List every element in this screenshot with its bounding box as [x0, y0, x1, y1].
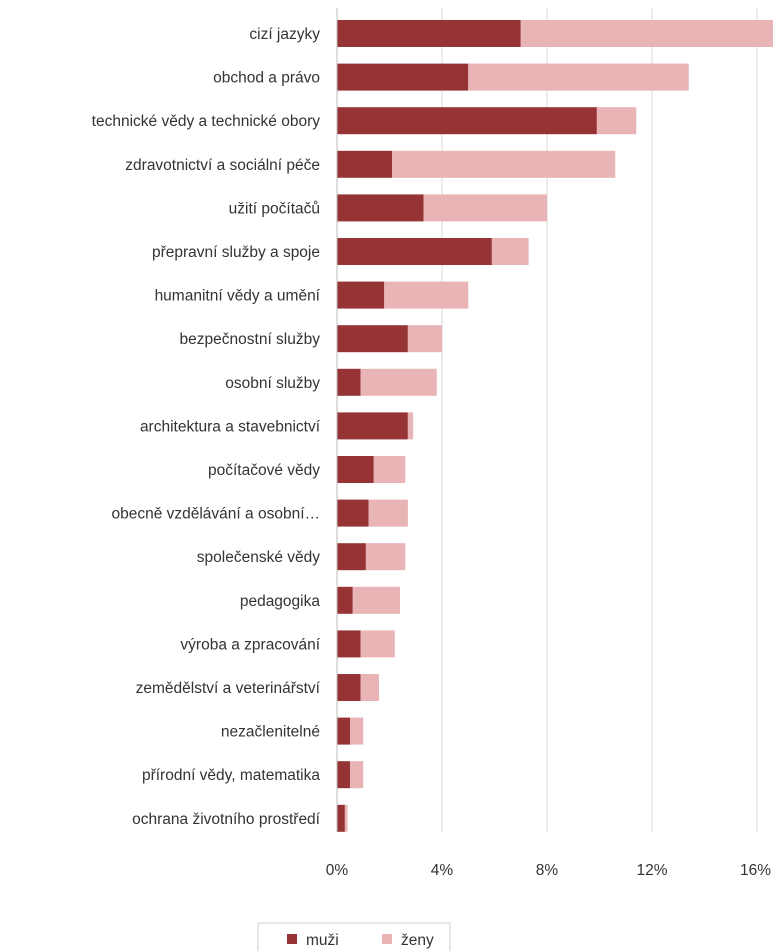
- x-tick-labels: 0% 4% 8% 12% 16%: [326, 862, 771, 879]
- bar-muzi-18: [337, 804, 345, 832]
- bar-muzi-1: [337, 63, 469, 91]
- bar-muzi-6: [337, 281, 385, 309]
- bar-muzi-10: [337, 456, 374, 483]
- bar-zeny-9: [407, 412, 414, 440]
- category-label: architektura a stavebnictví: [140, 418, 321, 435]
- bar-zeny-0: [520, 20, 773, 47]
- bar-muzi-3: [337, 150, 393, 178]
- bar-zeny-8: [360, 368, 437, 396]
- bar-muzi-13: [337, 586, 353, 614]
- category-label: ochrana životního prostředí: [132, 811, 321, 828]
- category-label: zemědělství a veterinářství: [136, 680, 321, 697]
- bar-zeny-1: [468, 63, 689, 91]
- category-label: technické vědy a technické obory: [92, 113, 321, 130]
- bar-muzi-5: [337, 238, 492, 265]
- legend-swatch-zeny: [382, 934, 392, 944]
- bar-muzi-7: [337, 325, 408, 353]
- bar-muzi-11: [337, 499, 369, 527]
- category-label: přírodní vědy, matematika: [142, 767, 320, 784]
- bars: [337, 20, 773, 832]
- bar-muzi-9: [337, 412, 408, 440]
- bar-zeny-12: [365, 543, 406, 571]
- x-tick-label: 4%: [431, 862, 454, 879]
- category-label: cizí jazyky: [249, 26, 320, 43]
- bar-muzi-16: [337, 717, 351, 745]
- bar-zeny-5: [491, 238, 529, 265]
- category-label: obecně vzdělávání a osobní…: [111, 506, 320, 523]
- bar-muzi-15: [337, 674, 361, 701]
- category-label: přepravní služby a spoje: [152, 244, 320, 261]
- bar-zeny-17: [350, 761, 364, 789]
- legend-label-zeny: ženy: [401, 932, 434, 949]
- bar-muzi-17: [337, 761, 351, 789]
- legend-label-muzi: muži: [306, 932, 339, 949]
- bar-zeny-10: [373, 456, 406, 483]
- gridlines: [441, 8, 758, 832]
- x-tick-label: 0%: [326, 862, 349, 879]
- legend: muži ženy: [257, 922, 451, 951]
- x-tick-label: 8%: [536, 862, 559, 879]
- category-label: společenské vědy: [197, 549, 320, 566]
- category-label: humanitní vědy a umění: [155, 288, 321, 305]
- bar-muzi-12: [337, 543, 366, 571]
- x-tick-label: 12%: [636, 862, 667, 879]
- bar-zeny-18: [344, 804, 348, 832]
- category-labels: cizí jazyky obchod a právo technické vědy …: [92, 26, 321, 828]
- category-label: zdravotnictví a sociální péče: [125, 157, 320, 174]
- legend-swatch-muzi: [287, 934, 297, 944]
- category-label: nezačlenitelné: [221, 724, 320, 741]
- bar-zeny-4: [423, 194, 547, 222]
- bar-zeny-3: [392, 150, 616, 178]
- bar-muzi-0: [337, 20, 521, 47]
- category-label: pedagogika: [240, 593, 321, 610]
- bar-zeny-7: [407, 325, 442, 353]
- x-tick-label: 16%: [740, 862, 771, 879]
- bar-zeny-11: [368, 499, 408, 527]
- bar-zeny-16: [350, 717, 364, 745]
- bar-zeny-13: [352, 586, 400, 614]
- category-label: osobní služby: [225, 375, 320, 392]
- bar-zeny-2: [596, 107, 637, 135]
- bar-muzi-2: [337, 107, 597, 135]
- category-label: výroba a zpracování: [180, 636, 320, 653]
- bar-muzi-14: [337, 630, 361, 658]
- bar-muzi-8: [337, 368, 361, 396]
- bar-zeny-6: [384, 281, 469, 309]
- bar-zeny-14: [360, 630, 395, 658]
- category-label: počítačové vědy: [208, 462, 320, 479]
- category-label: obchod a právo: [213, 70, 320, 87]
- category-label: bezpečnostní služby: [180, 331, 321, 348]
- category-label: užití počítačů: [229, 200, 320, 217]
- bar-zeny-15: [360, 674, 379, 701]
- bar-muzi-4: [337, 194, 424, 222]
